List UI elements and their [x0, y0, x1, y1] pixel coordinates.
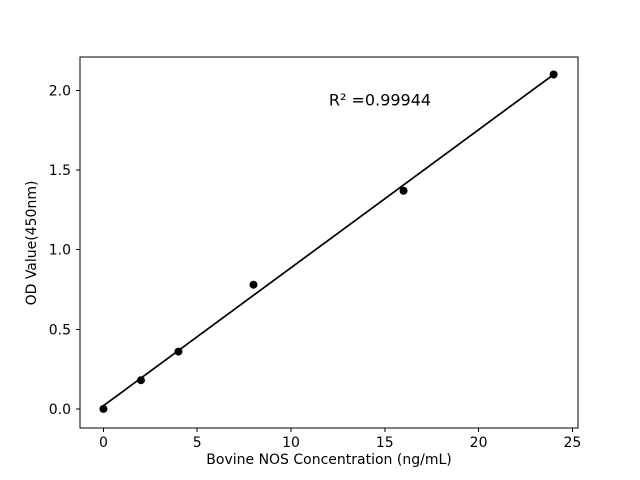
data-point [99, 404, 108, 413]
fit-line [102, 73, 555, 407]
y-tick-label: 1.5 [49, 163, 71, 179]
x-axis-label: Bovine NOS Concentration (ng/mL) [206, 452, 452, 468]
y-axis-label: OD Value(450nm) [24, 180, 40, 306]
y-tick-label: 0.5 [49, 322, 71, 338]
y-tick-label: 0.0 [49, 402, 71, 418]
data-point [136, 376, 145, 385]
x-tick-label: 0 [99, 435, 108, 451]
x-tick-label: 10 [282, 435, 300, 451]
x-tick-label: 20 [470, 435, 488, 451]
data-point [549, 70, 558, 79]
y-tick-label: 1.0 [49, 243, 71, 259]
y-tick-label: 2.0 [49, 83, 71, 99]
x-tick-label: 15 [376, 435, 394, 451]
data-point [249, 280, 258, 289]
data-point [399, 186, 408, 195]
x-tick-label: 25 [563, 435, 581, 451]
r-squared-annotation: R² =0.99944 [328, 90, 432, 110]
axes-box [79, 56, 579, 429]
data-point [174, 347, 183, 356]
x-tick-label: 5 [193, 435, 202, 451]
